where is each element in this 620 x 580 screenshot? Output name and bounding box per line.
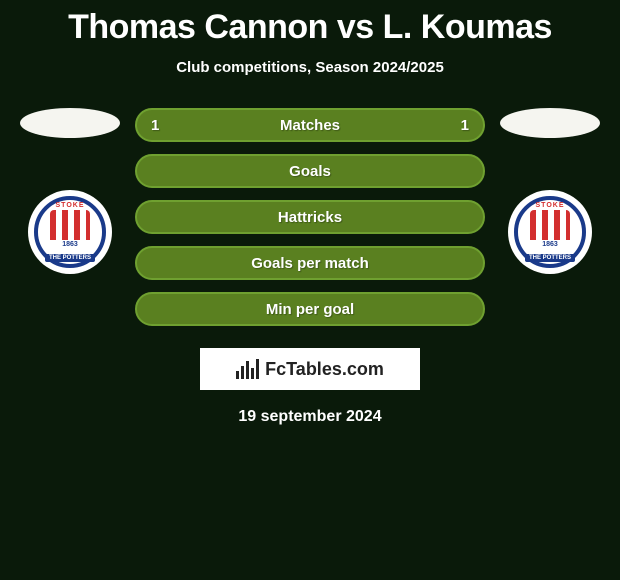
stat-label: Goals (289, 163, 331, 180)
badge-inner: STOKE 1863 THE POTTERS (514, 196, 586, 268)
bar-chart-icon (236, 359, 259, 379)
badge-stripes-icon (530, 210, 570, 240)
badge-name: STOKE (536, 202, 565, 209)
comparison-subtitle: Club competitions, Season 2024/2025 (176, 59, 444, 76)
comparison-title: Thomas Cannon vs L. Koumas (68, 8, 552, 47)
badge-year: 1863 (62, 241, 78, 248)
right-player-column: STOKE 1863 THE POTTERS (500, 108, 600, 274)
stat-label: Min per goal (266, 301, 354, 318)
badge-name: STOKE (56, 202, 85, 209)
stat-left-value: 1 (151, 117, 159, 134)
badge-inner: STOKE 1863 THE POTTERS (34, 196, 106, 268)
stat-label: Goals per match (251, 255, 369, 272)
right-avatar-placeholder (500, 108, 600, 138)
badge-stripes-icon (50, 210, 90, 240)
badge-year: 1863 (542, 241, 558, 248)
stat-bar-goals-per-match: Goals per match (135, 246, 485, 280)
left-player-column: STOKE 1863 THE POTTERS (20, 108, 120, 274)
left-club-badge: STOKE 1863 THE POTTERS (28, 190, 112, 274)
stat-bar-matches: 1 Matches 1 (135, 108, 485, 142)
infographic-container: Thomas Cannon vs L. Koumas Club competit… (0, 0, 620, 426)
main-row: STOKE 1863 THE POTTERS 1 Matches 1 Goals (0, 108, 620, 426)
stat-bar-goals: Goals (135, 154, 485, 188)
stat-right-value: 1 (461, 117, 469, 134)
stats-column: 1 Matches 1 Goals Hattricks Goals per ma… (130, 108, 490, 426)
right-club-badge: STOKE 1863 THE POTTERS (508, 190, 592, 274)
date-label: 19 september 2024 (238, 408, 381, 426)
left-avatar-placeholder (20, 108, 120, 138)
badge-motto: THE POTTERS (45, 254, 95, 262)
stat-label: Hattricks (278, 209, 342, 226)
stat-bar-hattricks: Hattricks (135, 200, 485, 234)
logo-text: FcTables.com (265, 359, 384, 380)
source-logo-box: FcTables.com (200, 348, 420, 390)
stat-label: Matches (280, 117, 340, 134)
badge-motto: THE POTTERS (525, 254, 575, 262)
stat-bar-min-per-goal: Min per goal (135, 292, 485, 326)
